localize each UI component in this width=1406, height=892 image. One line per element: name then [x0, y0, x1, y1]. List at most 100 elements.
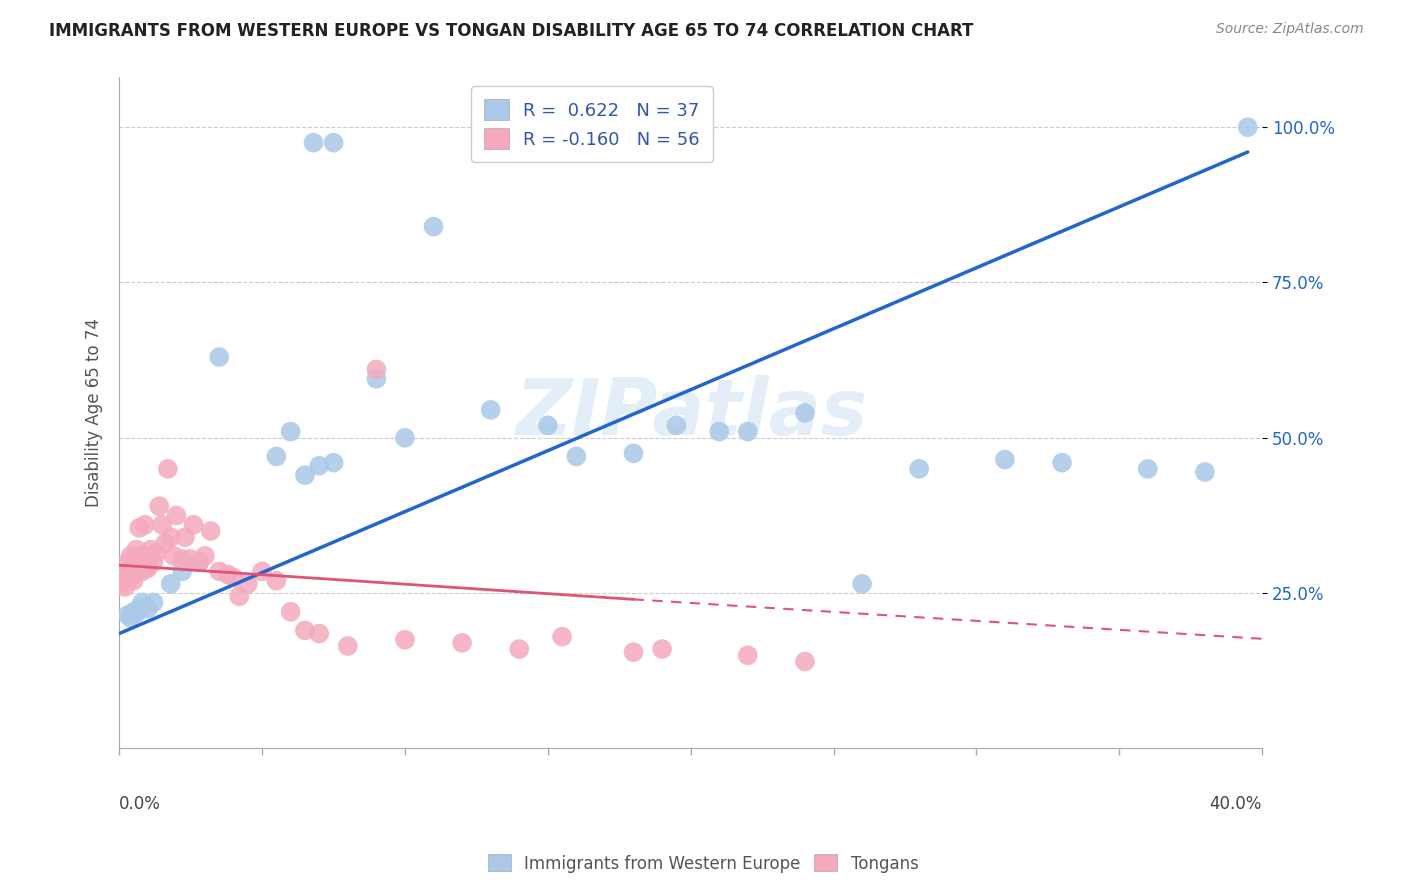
- Point: [1194, 465, 1216, 479]
- Legend: Immigrants from Western Europe, Tongans: Immigrants from Western Europe, Tongans: [481, 847, 925, 880]
- Legend: R =  0.622   N = 37, R = -0.160   N = 56: R = 0.622 N = 37, R = -0.160 N = 56: [471, 87, 713, 161]
- Point: [280, 425, 302, 439]
- Point: [302, 136, 325, 150]
- Point: [122, 561, 145, 575]
- Point: [851, 577, 873, 591]
- Point: [236, 577, 259, 591]
- Point: [1050, 456, 1073, 470]
- Point: [266, 450, 288, 464]
- Point: [117, 555, 139, 569]
- Point: [122, 605, 145, 619]
- Point: [122, 574, 145, 588]
- Point: [188, 555, 211, 569]
- Point: [551, 630, 574, 644]
- Point: [200, 524, 222, 538]
- Point: [651, 642, 673, 657]
- Point: [208, 350, 231, 364]
- Point: [737, 425, 759, 439]
- Point: [294, 624, 316, 638]
- Point: [172, 565, 194, 579]
- Point: [194, 549, 217, 563]
- Point: [623, 446, 645, 460]
- Point: [180, 552, 202, 566]
- Point: [134, 517, 156, 532]
- Point: [250, 565, 273, 579]
- Point: [128, 521, 150, 535]
- Point: [508, 642, 530, 657]
- Point: [623, 645, 645, 659]
- Point: [394, 431, 416, 445]
- Point: [128, 601, 150, 615]
- Point: [114, 580, 136, 594]
- Point: [366, 362, 388, 376]
- Point: [131, 549, 153, 563]
- Point: [451, 636, 474, 650]
- Point: [159, 577, 181, 591]
- Text: 40.0%: 40.0%: [1209, 796, 1263, 814]
- Point: [136, 558, 159, 573]
- Point: [120, 549, 142, 563]
- Point: [228, 589, 250, 603]
- Point: [120, 611, 142, 625]
- Point: [125, 542, 148, 557]
- Point: [994, 452, 1017, 467]
- Point: [422, 219, 444, 234]
- Point: [131, 565, 153, 579]
- Point: [156, 462, 179, 476]
- Point: [136, 561, 159, 575]
- Point: [709, 425, 731, 439]
- Point: [565, 450, 588, 464]
- Point: [128, 555, 150, 569]
- Point: [479, 402, 502, 417]
- Point: [172, 552, 194, 566]
- Point: [308, 458, 330, 473]
- Point: [114, 571, 136, 585]
- Point: [125, 565, 148, 579]
- Point: [222, 571, 245, 585]
- Point: [131, 595, 153, 609]
- Point: [174, 530, 197, 544]
- Point: [394, 632, 416, 647]
- Point: [125, 606, 148, 620]
- Point: [266, 574, 288, 588]
- Point: [217, 567, 239, 582]
- Point: [142, 555, 165, 569]
- Point: [1236, 120, 1258, 135]
- Point: [111, 577, 134, 591]
- Point: [208, 565, 231, 579]
- Point: [793, 406, 815, 420]
- Point: [117, 565, 139, 579]
- Text: IMMIGRANTS FROM WESTERN EUROPE VS TONGAN DISABILITY AGE 65 TO 74 CORRELATION CHA: IMMIGRANTS FROM WESTERN EUROPE VS TONGAN…: [49, 22, 973, 40]
- Point: [136, 601, 159, 615]
- Point: [148, 499, 170, 513]
- Point: [908, 462, 931, 476]
- Point: [145, 546, 167, 560]
- Point: [793, 655, 815, 669]
- Point: [117, 607, 139, 622]
- Text: 0.0%: 0.0%: [120, 796, 162, 814]
- Point: [294, 468, 316, 483]
- Point: [142, 595, 165, 609]
- Point: [336, 639, 359, 653]
- Point: [139, 542, 162, 557]
- Y-axis label: Disability Age 65 to 74: Disability Age 65 to 74: [86, 318, 103, 508]
- Point: [322, 456, 344, 470]
- Point: [280, 605, 302, 619]
- Point: [737, 648, 759, 663]
- Point: [162, 549, 184, 563]
- Point: [111, 567, 134, 582]
- Point: [308, 626, 330, 640]
- Point: [665, 418, 688, 433]
- Point: [188, 555, 211, 569]
- Point: [150, 517, 173, 532]
- Point: [366, 372, 388, 386]
- Point: [159, 530, 181, 544]
- Text: ZIPatlas: ZIPatlas: [515, 375, 866, 451]
- Text: Source: ZipAtlas.com: Source: ZipAtlas.com: [1216, 22, 1364, 37]
- Point: [153, 536, 176, 550]
- Point: [183, 517, 205, 532]
- Point: [322, 136, 344, 150]
- Point: [120, 571, 142, 585]
- Point: [537, 418, 560, 433]
- Point: [1136, 462, 1159, 476]
